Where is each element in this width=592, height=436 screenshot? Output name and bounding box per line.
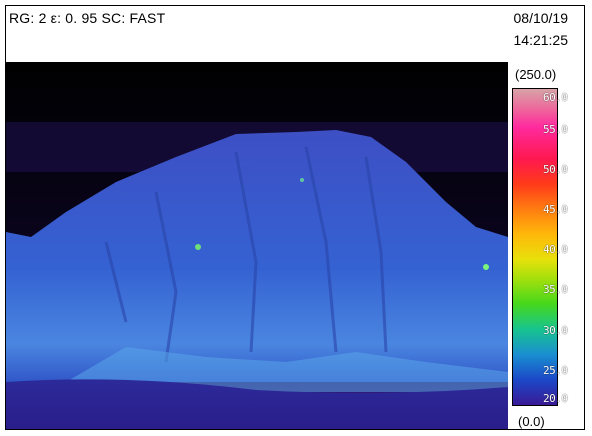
thermal-image-canvas	[6, 62, 508, 429]
colorbar-tick: 50.0	[543, 163, 568, 176]
colorbar-tick: 20.0	[543, 392, 568, 405]
capture-date: 08/10/19	[513, 10, 569, 26]
colorbar-tick: 35.0	[543, 283, 568, 296]
thermal-image	[6, 62, 508, 429]
colorbar-tick: 30.0	[543, 324, 568, 337]
volcano-slope	[6, 130, 508, 382]
header-bar: RG: 2 ε: 0. 95 SC: FAST 08/10/19 14:21:2…	[6, 6, 584, 62]
scale-range-max: (250.0)	[515, 67, 557, 82]
colorbar-tick: 55.0	[543, 123, 568, 136]
scale-range-min: (0.0)	[518, 414, 545, 429]
colorbar-tick: 60.0	[543, 91, 568, 104]
colorbar-tick: 40.0	[543, 243, 568, 256]
hot-spot	[300, 178, 304, 182]
capture-time: 14:21:25	[513, 32, 569, 48]
thermal-camera-display: RG: 2 ε: 0. 95 SC: FAST 08/10/19 14:21:2…	[5, 5, 585, 430]
colorbar-tick: 25.0	[543, 364, 568, 377]
slope-ridges	[104, 146, 388, 363]
foreground-ground	[6, 379, 508, 429]
temperature-colorbar: 60.0 55.0 50.0 45.0 40.0 35.0 30.0 25.0 …	[512, 88, 568, 406]
hot-spot	[483, 264, 489, 270]
camera-status-line: RG: 2 ε: 0. 95 SC: FAST	[9, 10, 166, 26]
colorbar-tick: 45.0	[543, 203, 568, 216]
hot-spot	[195, 244, 201, 250]
